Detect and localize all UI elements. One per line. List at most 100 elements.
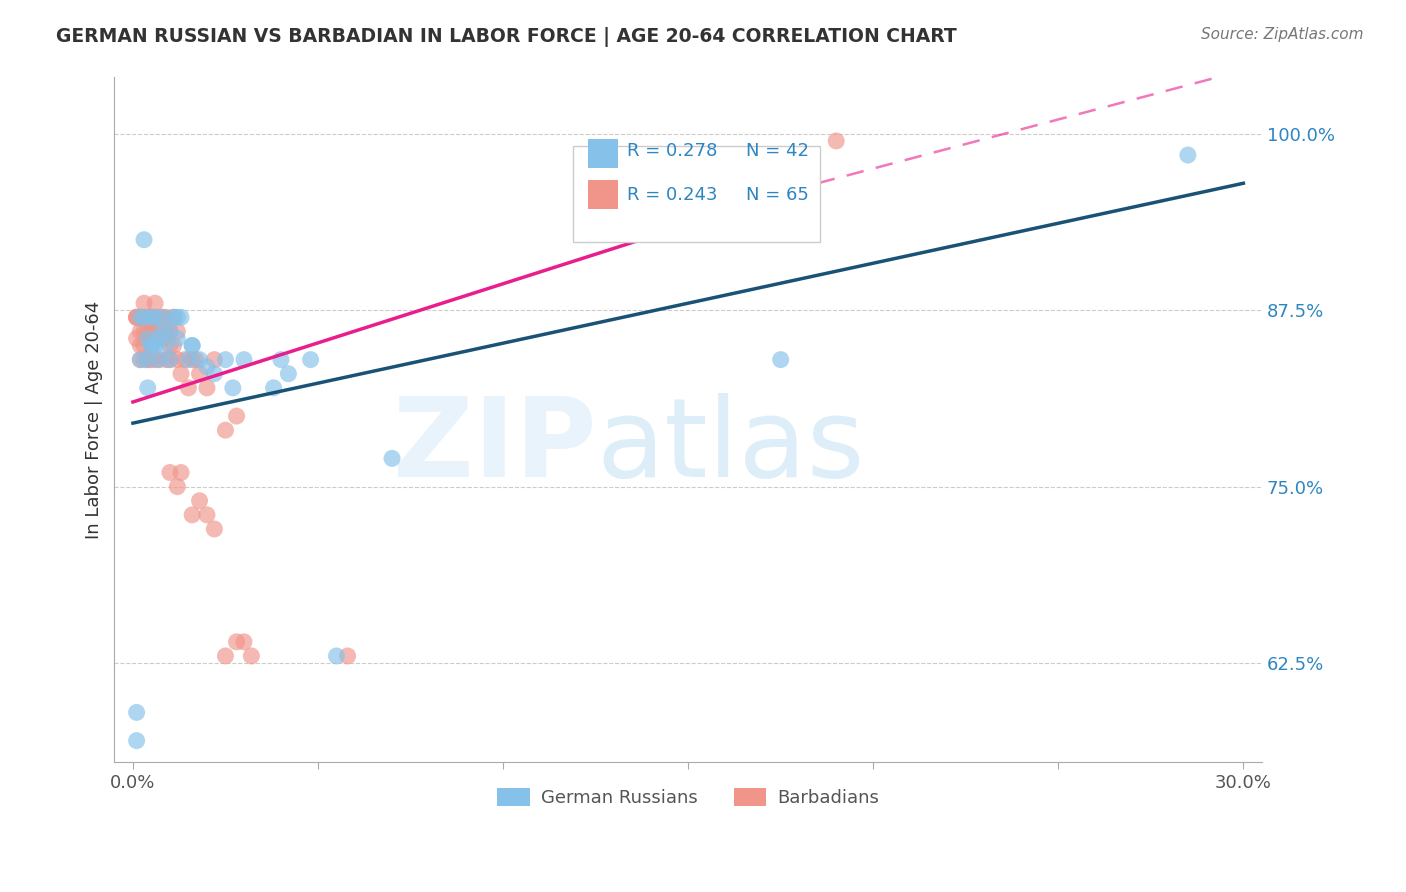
Point bbox=[277, 367, 299, 381]
Point bbox=[136, 325, 159, 339]
Point bbox=[132, 310, 155, 325]
Point bbox=[188, 493, 211, 508]
Point bbox=[214, 648, 236, 663]
Point bbox=[148, 325, 170, 339]
Point bbox=[141, 338, 163, 352]
Point bbox=[181, 338, 204, 352]
Point bbox=[769, 352, 792, 367]
Point bbox=[148, 310, 170, 325]
Point bbox=[148, 331, 170, 345]
Point bbox=[132, 325, 155, 339]
Point bbox=[159, 466, 181, 480]
Point bbox=[125, 331, 148, 345]
Point bbox=[129, 338, 152, 352]
Point bbox=[1177, 148, 1199, 162]
Point bbox=[143, 325, 166, 339]
Point bbox=[162, 338, 184, 352]
Point bbox=[155, 338, 177, 352]
Point bbox=[132, 296, 155, 310]
Point bbox=[173, 352, 195, 367]
Point bbox=[136, 310, 159, 325]
Point bbox=[141, 325, 163, 339]
Point bbox=[125, 310, 148, 325]
Point bbox=[166, 352, 188, 367]
Point bbox=[240, 648, 263, 663]
Text: R = 0.278: R = 0.278 bbox=[627, 143, 717, 161]
Point bbox=[166, 480, 188, 494]
FancyBboxPatch shape bbox=[588, 139, 619, 168]
Point bbox=[299, 352, 322, 367]
Point bbox=[152, 331, 174, 345]
Point bbox=[152, 325, 174, 339]
Point bbox=[155, 325, 177, 339]
Point bbox=[141, 338, 163, 352]
Point bbox=[195, 508, 218, 522]
Point bbox=[181, 338, 204, 352]
Point bbox=[188, 352, 211, 367]
Y-axis label: In Labor Force | Age 20-64: In Labor Force | Age 20-64 bbox=[86, 301, 103, 539]
Point bbox=[177, 381, 200, 395]
Point bbox=[325, 648, 347, 663]
Point bbox=[181, 508, 204, 522]
Point bbox=[170, 310, 193, 325]
Point bbox=[141, 352, 163, 367]
Point bbox=[159, 352, 181, 367]
Point bbox=[141, 338, 163, 352]
Point bbox=[202, 522, 225, 536]
Point bbox=[166, 310, 188, 325]
Point bbox=[136, 381, 159, 395]
FancyBboxPatch shape bbox=[574, 146, 820, 242]
Point bbox=[132, 352, 155, 367]
Point bbox=[825, 134, 848, 148]
Text: N = 42: N = 42 bbox=[745, 143, 808, 161]
Point bbox=[195, 381, 218, 395]
Point bbox=[225, 409, 247, 423]
Point bbox=[129, 352, 152, 367]
Point bbox=[170, 466, 193, 480]
Point bbox=[202, 367, 225, 381]
Point bbox=[214, 352, 236, 367]
Text: Source: ZipAtlas.com: Source: ZipAtlas.com bbox=[1201, 27, 1364, 42]
Point bbox=[263, 381, 285, 395]
Point bbox=[136, 352, 159, 367]
Point bbox=[132, 310, 155, 325]
Point bbox=[125, 310, 148, 325]
Point bbox=[152, 310, 174, 325]
Point bbox=[166, 325, 188, 339]
Point bbox=[195, 359, 218, 374]
Text: GERMAN RUSSIAN VS BARBADIAN IN LABOR FORCE | AGE 20-64 CORRELATION CHART: GERMAN RUSSIAN VS BARBADIAN IN LABOR FOR… bbox=[56, 27, 957, 46]
Point bbox=[159, 325, 181, 339]
Text: N = 65: N = 65 bbox=[745, 186, 808, 204]
Point bbox=[141, 310, 163, 325]
Point bbox=[166, 331, 188, 345]
FancyBboxPatch shape bbox=[588, 180, 619, 209]
Point bbox=[125, 706, 148, 720]
Point bbox=[159, 325, 181, 339]
Point bbox=[125, 310, 148, 325]
Point bbox=[233, 635, 256, 649]
Point bbox=[159, 352, 181, 367]
Text: atlas: atlas bbox=[596, 393, 865, 500]
Point bbox=[136, 331, 159, 345]
Point bbox=[225, 635, 247, 649]
Point bbox=[148, 352, 170, 367]
Point bbox=[233, 352, 256, 367]
Point bbox=[129, 310, 152, 325]
Point bbox=[136, 352, 159, 367]
Point bbox=[143, 296, 166, 310]
Point bbox=[188, 367, 211, 381]
Point bbox=[129, 310, 152, 325]
Point bbox=[129, 310, 152, 325]
Point bbox=[270, 352, 292, 367]
Point bbox=[141, 310, 163, 325]
Legend: German Russians, Barbadians: German Russians, Barbadians bbox=[491, 780, 886, 814]
Point bbox=[143, 338, 166, 352]
Point bbox=[141, 310, 163, 325]
Point bbox=[162, 310, 184, 325]
Point bbox=[155, 352, 177, 367]
Point bbox=[129, 352, 152, 367]
Point bbox=[184, 352, 207, 367]
Point bbox=[143, 310, 166, 325]
Point bbox=[202, 352, 225, 367]
Text: ZIP: ZIP bbox=[394, 393, 596, 500]
